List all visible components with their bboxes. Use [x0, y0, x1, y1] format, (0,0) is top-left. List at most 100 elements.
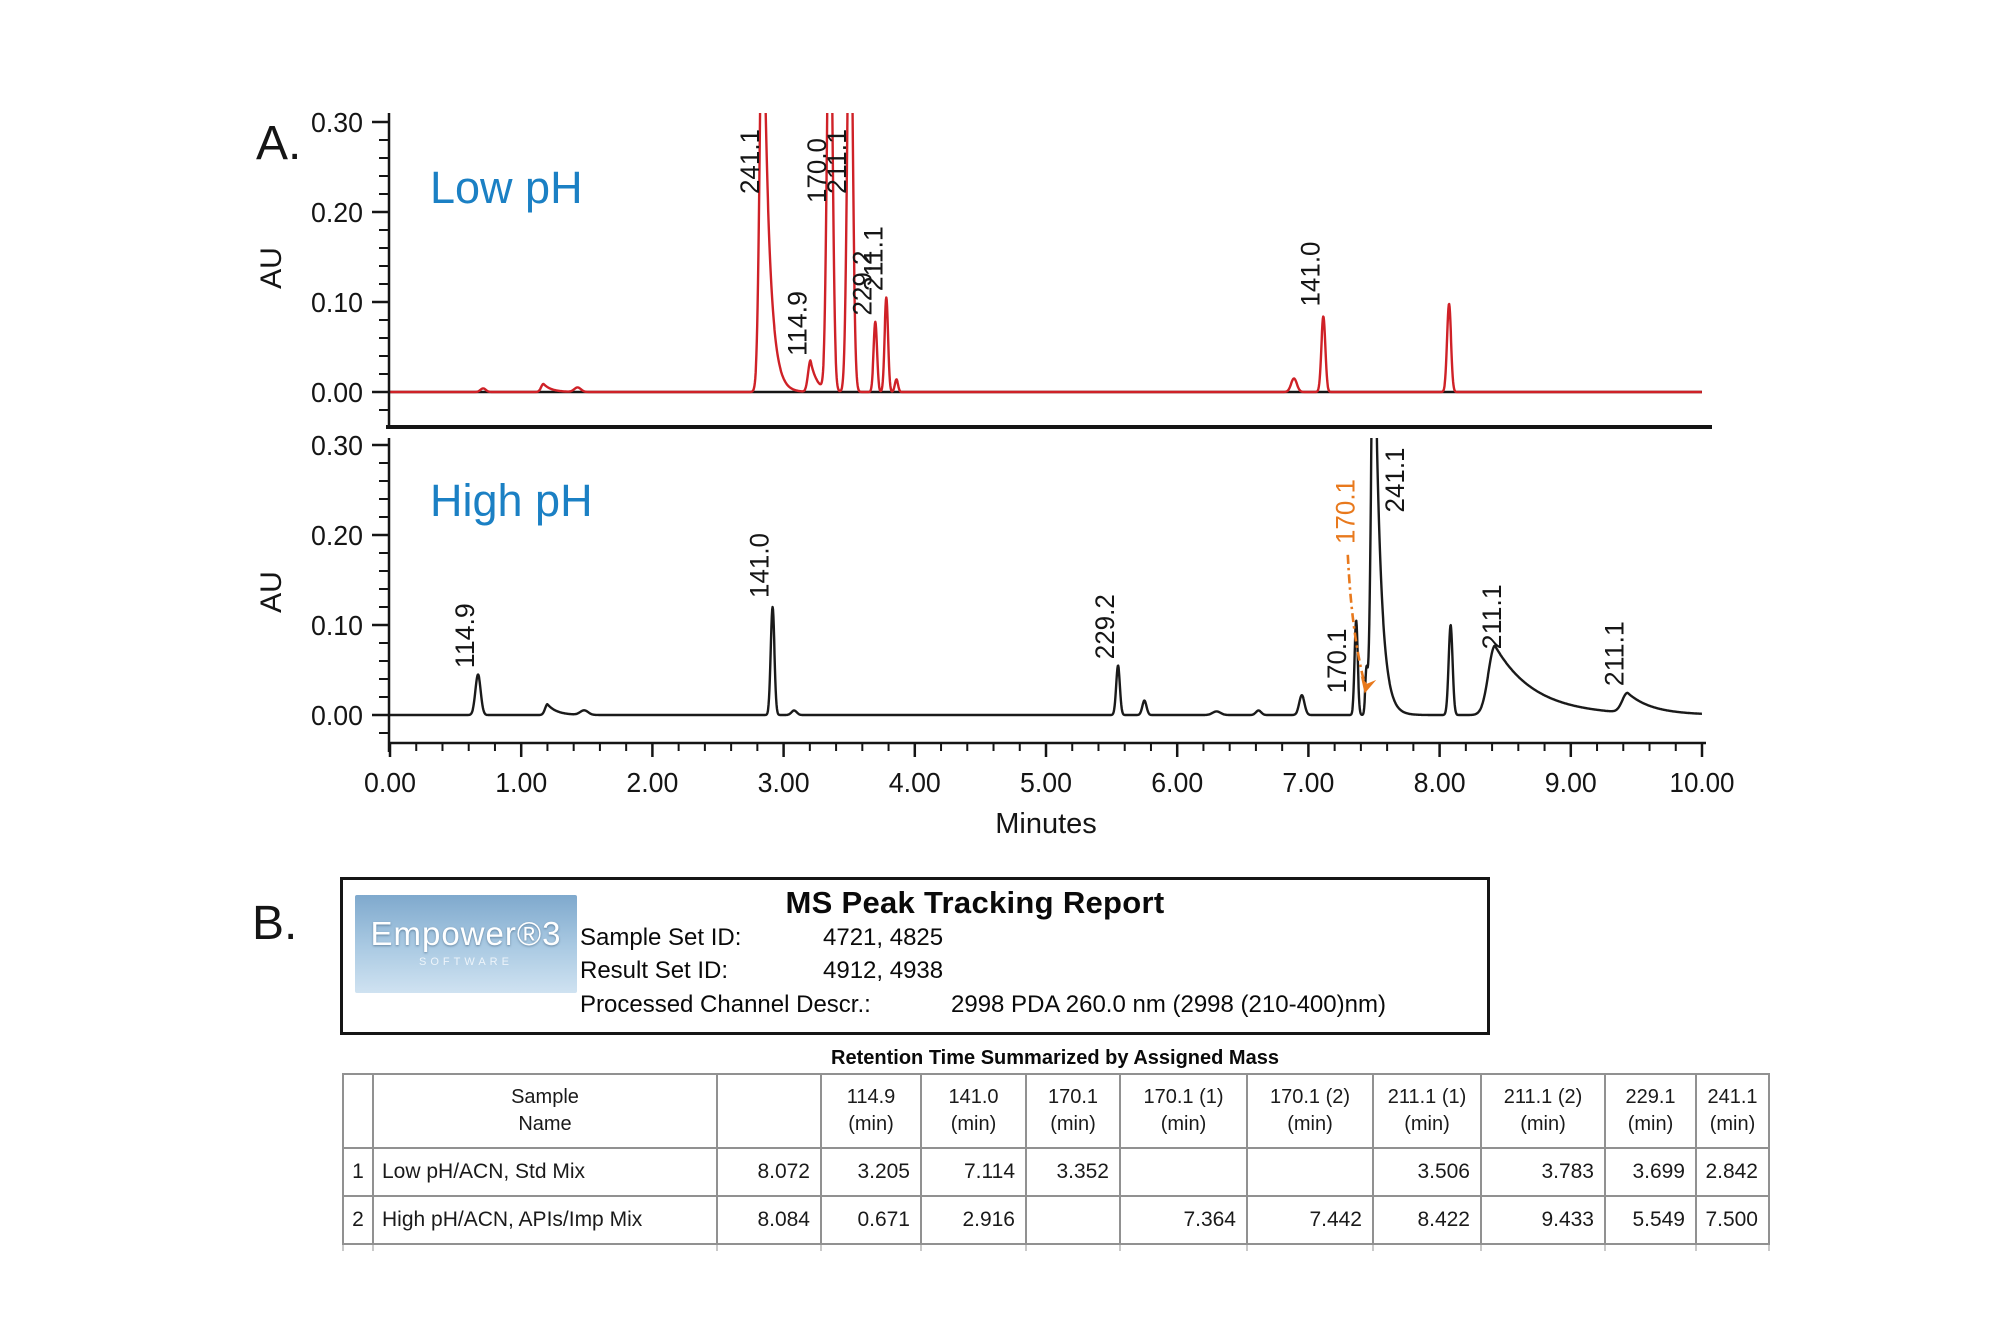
retention-time-cell — [1246, 1147, 1374, 1197]
peak-label: 114.9 — [450, 603, 480, 668]
x-tick-label: 1.00 — [495, 767, 547, 798]
retention-time-cell: 2.842 — [1695, 1147, 1770, 1197]
retention-time-cell: 8.422 — [1372, 1195, 1482, 1245]
peak-label: 211.1 — [1600, 621, 1630, 686]
report-row: Sample Set ID: 4721, 4825 — [580, 924, 943, 952]
report-field-value: 2998 PDA 260.0 nm (2998 (210-400)nm) — [951, 991, 1386, 1018]
column-header: 114.9 (min) — [820, 1073, 922, 1149]
peak-label: 114.9 — [782, 291, 812, 356]
panel-a-label: A. — [256, 117, 302, 170]
empower-logo-text: Empower®3 — [370, 915, 562, 952]
sample-name-cell: High pH/ACN, APIs/Imp Mix — [372, 1195, 718, 1245]
x-tick-label: 5.00 — [1020, 767, 1072, 798]
plot-title: High pH — [430, 475, 593, 526]
retention-time-cell: 9.433 — [1480, 1195, 1606, 1245]
column-header: Sample Name — [372, 1073, 718, 1149]
x-tick-label: 8.00 — [1414, 767, 1466, 798]
column-header: 241.1 (min) — [1695, 1073, 1770, 1149]
peak-label: 170.0 — [802, 138, 832, 203]
retention-time-cell: 7.114 — [920, 1147, 1027, 1197]
y-tick-label: 0.30 — [311, 107, 363, 138]
annotation-arrow-line — [1346, 554, 1366, 684]
column-header: 211.1 (1) (min) — [1372, 1073, 1482, 1149]
retention-time-cell: 5.549 — [1604, 1195, 1697, 1245]
x-tick-label: 3.00 — [758, 767, 810, 798]
y-tick-label: 0.30 — [311, 430, 363, 461]
x-tick-label: 4.00 — [889, 767, 941, 798]
empower-logo: Empower®3 SOFTWARE — [355, 895, 577, 993]
empower-logo-subtext: SOFTWARE — [419, 956, 513, 968]
column-header: 211.1 (2) (min) — [1480, 1073, 1606, 1149]
retention-time-cell: 8.084 — [716, 1195, 822, 1245]
retention-time-cell — [1025, 1195, 1121, 1245]
peak-label: 170.1 — [1322, 628, 1352, 693]
table-row: 1 Low pH/ACN, Std Mix 8.072 3.205 7.114 3.352… — [342, 1147, 1770, 1197]
y-axis-title: AU — [255, 571, 288, 613]
table-title: Retention Time Summarized by Assigned Ma… — [831, 1047, 1279, 1069]
peak-label: 211.1 — [1477, 584, 1507, 649]
report-title: MS Peak Tracking Report — [785, 885, 1165, 920]
report-header-box: Empower®3 SOFTWARE MS Peak Tracking Repo… — [340, 877, 1490, 1035]
x-tick-label: 2.00 — [626, 767, 678, 798]
table-header-row: Sample Name 114.9 (min) 141.0 (min) 170.1 (min)… — [342, 1073, 1770, 1149]
column-header: 170.1 (min) — [1025, 1073, 1121, 1149]
report-row: Processed Channel Descr.: 2998 PDA 260.0 … — [580, 991, 1386, 1019]
report-field-label: Processed Channel Descr.: — [580, 991, 871, 1018]
chromatogram-trace — [389, 438, 1703, 717]
peak-label: 229.2 — [1090, 594, 1120, 659]
retention-time-cell: 3.699 — [1604, 1147, 1697, 1197]
annotation-arrowhead — [1360, 676, 1377, 694]
panel-b-label: B. — [252, 897, 298, 950]
retention-time-cell: 3.352 — [1025, 1147, 1121, 1197]
x-axis-title: Minutes — [995, 808, 1097, 840]
plot-title: Low pH — [430, 162, 583, 213]
annotation-peak-label: 170.1 — [1330, 479, 1360, 544]
x-tick-label: 0.00 — [364, 767, 416, 798]
retention-table: Sample Name 114.9 (min) 141.0 (min) 170.1 (min)… — [342, 1073, 1770, 1251]
column-header: 170.1 (2) (min) — [1246, 1073, 1374, 1149]
retention-time-cell: 8.072 — [716, 1147, 822, 1197]
y-tick-label: 0.00 — [311, 377, 363, 408]
retention-time-cell: 0.671 — [820, 1195, 922, 1245]
report-field-value: 4721, 4825 — [823, 924, 944, 951]
y-tick-label: 0.00 — [311, 700, 363, 731]
column-header — [342, 1073, 374, 1149]
retention-time-cell: 3.783 — [1480, 1147, 1606, 1197]
peak-label: 211.1 — [822, 129, 852, 194]
peak-label: 211.1 — [858, 226, 888, 291]
retention-time-cell: 3.205 — [820, 1147, 922, 1197]
peak-label: 241.1 — [1380, 448, 1410, 513]
retention-time-cell: 2.916 — [920, 1195, 1027, 1245]
row-number-cell: 2 — [342, 1195, 374, 1245]
retention-time-cell — [1119, 1147, 1248, 1197]
peak-label: 241.1 — [735, 129, 765, 194]
column-header: 141.0 (min) — [920, 1073, 1027, 1149]
retention-time-cell: 3.506 — [1372, 1147, 1482, 1197]
y-tick-label: 0.10 — [311, 610, 363, 641]
chromatogram-trace — [389, 113, 1703, 394]
plot-high-ph: 0.00 0.10 0.20 0.30 AU High pH 0.00 1.00 2.00 3.0… — [255, 430, 1735, 840]
table-row: 2 High pH/ACN, APIs/Imp Mix 8.084 0.671 2.91… — [342, 1195, 1770, 1245]
peak-label: 141.0 — [745, 533, 775, 598]
sample-name-cell: Low pH/ACN, Std Mix — [372, 1147, 718, 1197]
y-tick-label: 0.20 — [311, 520, 363, 551]
report-field-label: Sample Set ID: — [580, 924, 742, 951]
x-tick-label: 10.00 — [1670, 767, 1735, 798]
y-tick-label: 0.10 — [311, 287, 363, 318]
row-number-cell: 1 — [342, 1147, 374, 1197]
x-tick-label: 7.00 — [1282, 767, 1334, 798]
report-field-label: Result Set ID: — [580, 957, 729, 984]
cropped-table-row — [342, 1243, 1770, 1251]
y-tick-label: 0.20 — [311, 197, 363, 228]
retention-time-cell: 7.500 — [1695, 1195, 1770, 1245]
retention-time-cell: 7.364 — [1119, 1195, 1248, 1245]
report-field-value: 4912, 4938 — [823, 957, 944, 984]
report-row: Result Set ID: 4912, 4938 — [580, 957, 943, 985]
x-tick-label: 9.00 — [1545, 767, 1597, 798]
peak-label: 229.2 — [847, 251, 877, 316]
retention-time-cell: 7.442 — [1246, 1195, 1374, 1245]
peak-label: 141.0 — [1295, 242, 1325, 307]
column-header: 170.1 (1) (min) — [1119, 1073, 1248, 1149]
